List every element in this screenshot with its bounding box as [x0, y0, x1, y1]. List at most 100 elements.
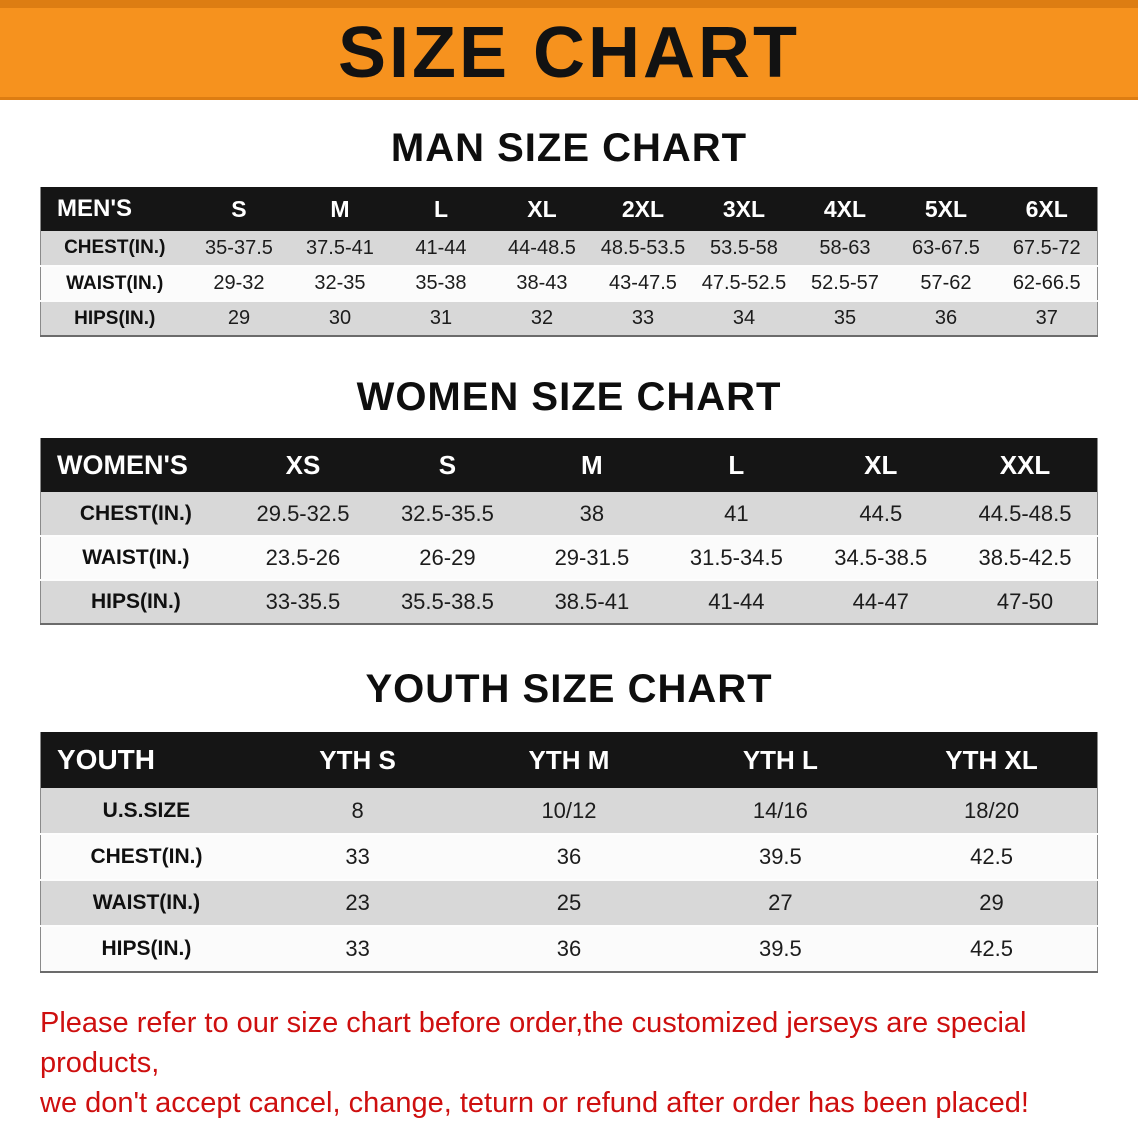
measurement-value: 27 [768, 890, 793, 915]
measurement-value: 31 [429, 307, 453, 329]
measurement-value: 44-47 [852, 589, 909, 614]
women-size-table: WOMEN'S XS S M L XL XXL CHEST(IN.) 29.5-32.5 32.5… [40, 438, 1098, 625]
measurement-value: 39.5 [758, 844, 802, 869]
table-title-cell: YOUTH [57, 744, 155, 775]
measurement-value: 41-44 [415, 236, 467, 259]
measurement-label: WAIST(IN.) [92, 891, 201, 914]
measurement-value: 41-44 [708, 589, 765, 614]
measurement-value: 30 [328, 307, 352, 329]
measurement-value: 32-35 [314, 272, 366, 294]
measurement-value: 38.5-42.5 [978, 545, 1072, 570]
table-title-cell: MEN'S [57, 195, 133, 222]
size-header-cell: M [581, 449, 603, 480]
measurement-value: 42.5 [970, 936, 1013, 961]
women-size-section: WOMEN SIZE CHART WOMEN'S XS S M L XL XXL CHEST(… [0, 375, 1138, 625]
measurement-value: 35 [833, 307, 857, 329]
measurement-value: 44-48.5 [508, 236, 576, 259]
women-section-heading: WOMEN SIZE CHART [356, 375, 782, 419]
size-header-cell: 6XL [1025, 195, 1068, 222]
measurement-value: 18/20 [964, 797, 1020, 823]
size-header-cell: YTH M [528, 744, 610, 775]
youth-size-table: YOUTH YTH S YTH M YTH L YTH XL U.S.SIZE 8 10/12… [40, 732, 1098, 973]
measurement-value: 34.5-38.5 [834, 545, 928, 570]
measurement-value: 67.5-72 [1012, 236, 1081, 259]
measurement-value: 33 [345, 936, 370, 961]
size-header-cell: M [330, 195, 350, 222]
measurement-value: 52.5-57 [811, 272, 879, 294]
measurement-value: 41 [724, 500, 749, 526]
measurement-value: 37 [1035, 307, 1058, 329]
measurement-row: HIPS(IN.) 33-35.5 35.5-38.5 38.5-41 41-44 44-… [40, 580, 1098, 624]
size-header-cell: XXL [999, 449, 1051, 480]
measurement-value: 29-32 [213, 272, 265, 294]
measurement-value: 47.5-52.5 [701, 272, 787, 294]
measurement-label: U.S.SIZE [102, 798, 191, 822]
measurement-row: WAIST(IN.) 23 25 27 29 [40, 880, 1098, 926]
men-size-section: MAN SIZE CHART MEN'S S M L XL 2XL 3XL 4XL 5XL 6XL… [0, 126, 1138, 337]
measurement-value: 35-38 [415, 272, 467, 294]
measurement-row: HIPS(IN.) 33 36 39.5 42.5 [40, 926, 1098, 972]
measurement-row: WAIST(IN.) 29-32 32-35 35-38 38-43 43-47.5 47.… [40, 266, 1098, 301]
measurement-label: CHEST(IN.) [79, 501, 192, 525]
size-header-cell: 2XL [621, 195, 665, 222]
measurement-label: WAIST(IN.) [82, 546, 190, 569]
disclaimer-line-2: we don't accept cancel, change, teturn o… [40, 1087, 1029, 1120]
size-header-cell: XS [285, 449, 321, 480]
measurement-value: 23.5-26 [265, 545, 341, 570]
table-title-cell: WOMEN'S [57, 449, 188, 480]
size-header-cell: L [728, 449, 745, 480]
size-header-cell: XL [864, 449, 898, 480]
youth-section-heading: YOUTH SIZE CHART [365, 667, 773, 711]
measurement-value: 14/16 [752, 797, 808, 823]
measurement-value: 36 [556, 936, 582, 961]
men-section-heading: MAN SIZE CHART [390, 126, 748, 170]
measurement-value: 32 [530, 307, 554, 329]
table-header-row: MEN'S S M L XL 2XL 3XL 4XL 5XL 6XL [40, 187, 1098, 231]
measurement-row: CHEST(IN.) 33 36 39.5 42.5 [40, 834, 1098, 880]
measurement-value: 36 [556, 844, 582, 869]
measurement-value: 35-37.5 [205, 236, 273, 259]
measurement-value: 39.5 [758, 936, 802, 961]
size-header-cell: L [433, 195, 448, 222]
measurement-label: CHEST(IN.) [90, 845, 203, 868]
measurement-value: 38 [579, 500, 605, 526]
table-header-row: YOUTH YTH S YTH M YTH L YTH XL [40, 732, 1098, 788]
measurement-label: HIPS(IN.) [101, 937, 192, 960]
measurement-value: 33 [345, 844, 370, 869]
measurement-value: 29 [979, 890, 1004, 915]
size-header-cell: YTH S [319, 744, 396, 775]
size-header-cell: YTH XL [945, 744, 1038, 775]
measurement-value: 38-43 [516, 272, 568, 294]
size-header-cell: S [438, 449, 457, 480]
measurement-value: 35.5-38.5 [400, 589, 494, 614]
measurement-value: 33 [631, 307, 655, 329]
size-header-cell: S [231, 195, 247, 222]
page-title: SIZE CHART [338, 12, 800, 93]
measurement-row: CHEST(IN.) 35-37.5 37.5-41 41-44 44-48.5 48.5… [40, 231, 1098, 266]
measurement-label: HIPS(IN.) [90, 590, 181, 613]
measurement-value: 26-29 [419, 545, 476, 570]
disclaimer: Please refer to our size chart before or… [40, 1003, 1100, 1123]
measurement-value: 53.5-58 [710, 236, 778, 259]
size-header-cell: 5XL [924, 195, 968, 222]
measurement-value: 42.5 [970, 844, 1013, 869]
table-header-row: WOMEN'S XS S M L XL XXL [40, 438, 1098, 492]
measurement-value: 44.5 [859, 500, 903, 526]
measurement-value: 57-62 [920, 272, 972, 294]
measurement-value: 31.5-34.5 [689, 545, 783, 570]
men-size-table: MEN'S S M L XL 2XL 3XL 4XL 5XL 6XL CHEST(IN.) 35-37… [40, 187, 1098, 337]
measurement-value: 44.5-48.5 [978, 500, 1072, 526]
title-banner: SIZE CHART [0, 0, 1138, 100]
size-header-cell: 3XL [722, 195, 766, 222]
measurement-label: CHEST(IN.) [64, 237, 166, 258]
measurement-row: HIPS(IN.) 29 30 31 32 33 34 35 36 37 [40, 301, 1098, 336]
youth-size-section: YOUTH SIZE CHART YOUTH YTH S YTH M YTH L YTH… [0, 667, 1138, 973]
measurement-row: CHEST(IN.) 29.5-32.5 32.5-35.5 38 41 44.5 44.5… [40, 492, 1098, 536]
measurement-value: 58-63 [819, 236, 871, 259]
measurement-value: 43-47.5 [609, 272, 677, 294]
measurement-value: 29.5-32.5 [256, 500, 350, 526]
size-header-cell: XL [527, 195, 557, 222]
measurement-value: 23 [345, 890, 370, 915]
measurement-value: 34 [732, 307, 756, 329]
